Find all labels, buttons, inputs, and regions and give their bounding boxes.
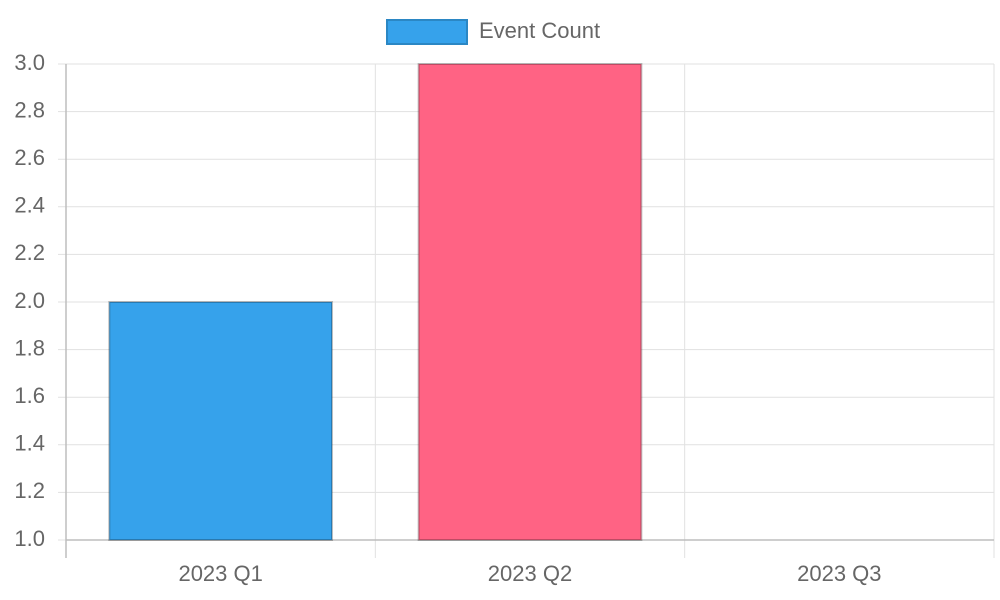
- y-tick-label: 3.0: [14, 50, 45, 75]
- y-tick-label: 1.2: [14, 478, 45, 503]
- legend-label: Event Count: [479, 18, 600, 43]
- y-tick-label: 1.8: [14, 335, 45, 360]
- bar: [417, 63, 643, 541]
- x-tick-label: 2023 Q3: [797, 561, 881, 586]
- y-tick-label: 2.0: [14, 288, 45, 313]
- legend-swatch: [386, 19, 468, 45]
- y-tick-label: 2.8: [14, 97, 45, 122]
- x-tick-label: 2023 Q2: [488, 561, 572, 586]
- y-tick-label: 2.2: [14, 240, 45, 265]
- y-tick-label: 1.6: [14, 383, 45, 408]
- y-tick-label: 2.6: [14, 145, 45, 170]
- y-tick-label: 1.4: [14, 431, 45, 456]
- bar: [108, 301, 334, 541]
- x-tick-label: 2023 Q1: [178, 561, 262, 586]
- y-tick-label: 2.4: [14, 193, 45, 218]
- y-tick-label: 1.0: [14, 526, 45, 551]
